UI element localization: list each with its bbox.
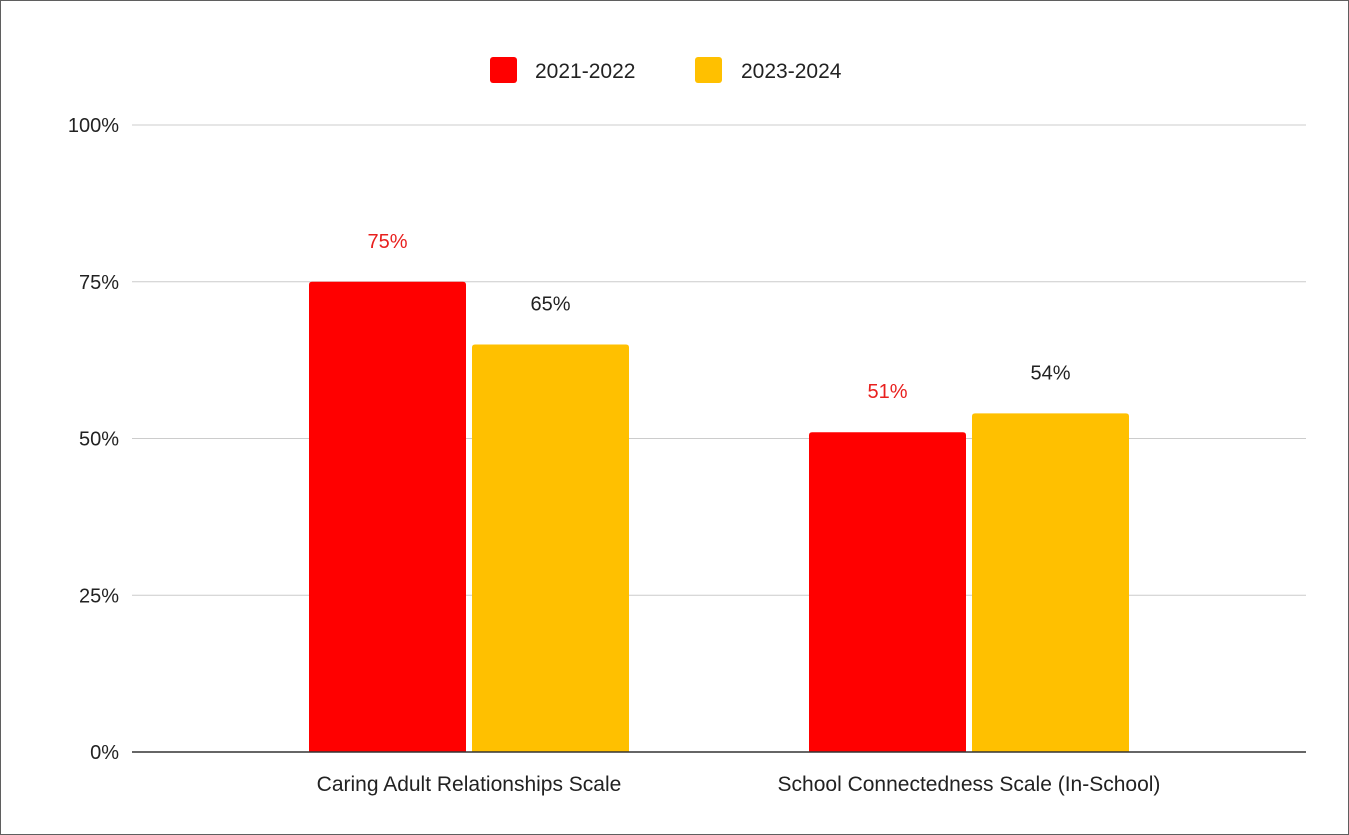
bar-2023-2024-0: [472, 344, 629, 752]
data-label: 51%: [867, 381, 907, 403]
legend-label: 2021-2022: [535, 60, 635, 83]
y-tick-label: 25%: [79, 585, 119, 607]
y-tick-label: 0%: [90, 742, 119, 764]
y-tick-label: 100%: [68, 115, 119, 137]
y-tick-label: 50%: [79, 429, 119, 451]
data-label: 54%: [1030, 362, 1070, 384]
legend-swatch: [695, 57, 722, 83]
y-tick-label: 75%: [79, 272, 119, 294]
gridlines: [132, 124, 1306, 596]
y-axis-ticks: 0% 25% 50% 75% 100%: [68, 115, 119, 764]
bar-2023-2024-1: [972, 413, 1129, 752]
data-label: 65%: [530, 293, 570, 315]
bar-2021-2022-1: [809, 432, 966, 752]
data-label: 75%: [367, 231, 407, 253]
legend-label: 2023-2024: [741, 60, 842, 83]
legend-swatch: [490, 57, 517, 83]
bars: [309, 281, 1129, 752]
category-labels: Caring Adult Relationships Scale School C…: [317, 773, 1161, 796]
category-label: Caring Adult Relationships Scale: [317, 773, 622, 796]
data-labels: 75% 65% 51% 54%: [367, 231, 1070, 403]
bar-2021-2022-0: [309, 281, 466, 752]
legend: 2021-2022 2023-2024: [490, 57, 842, 83]
category-label: School Connectedness Scale (In-School): [778, 773, 1161, 796]
